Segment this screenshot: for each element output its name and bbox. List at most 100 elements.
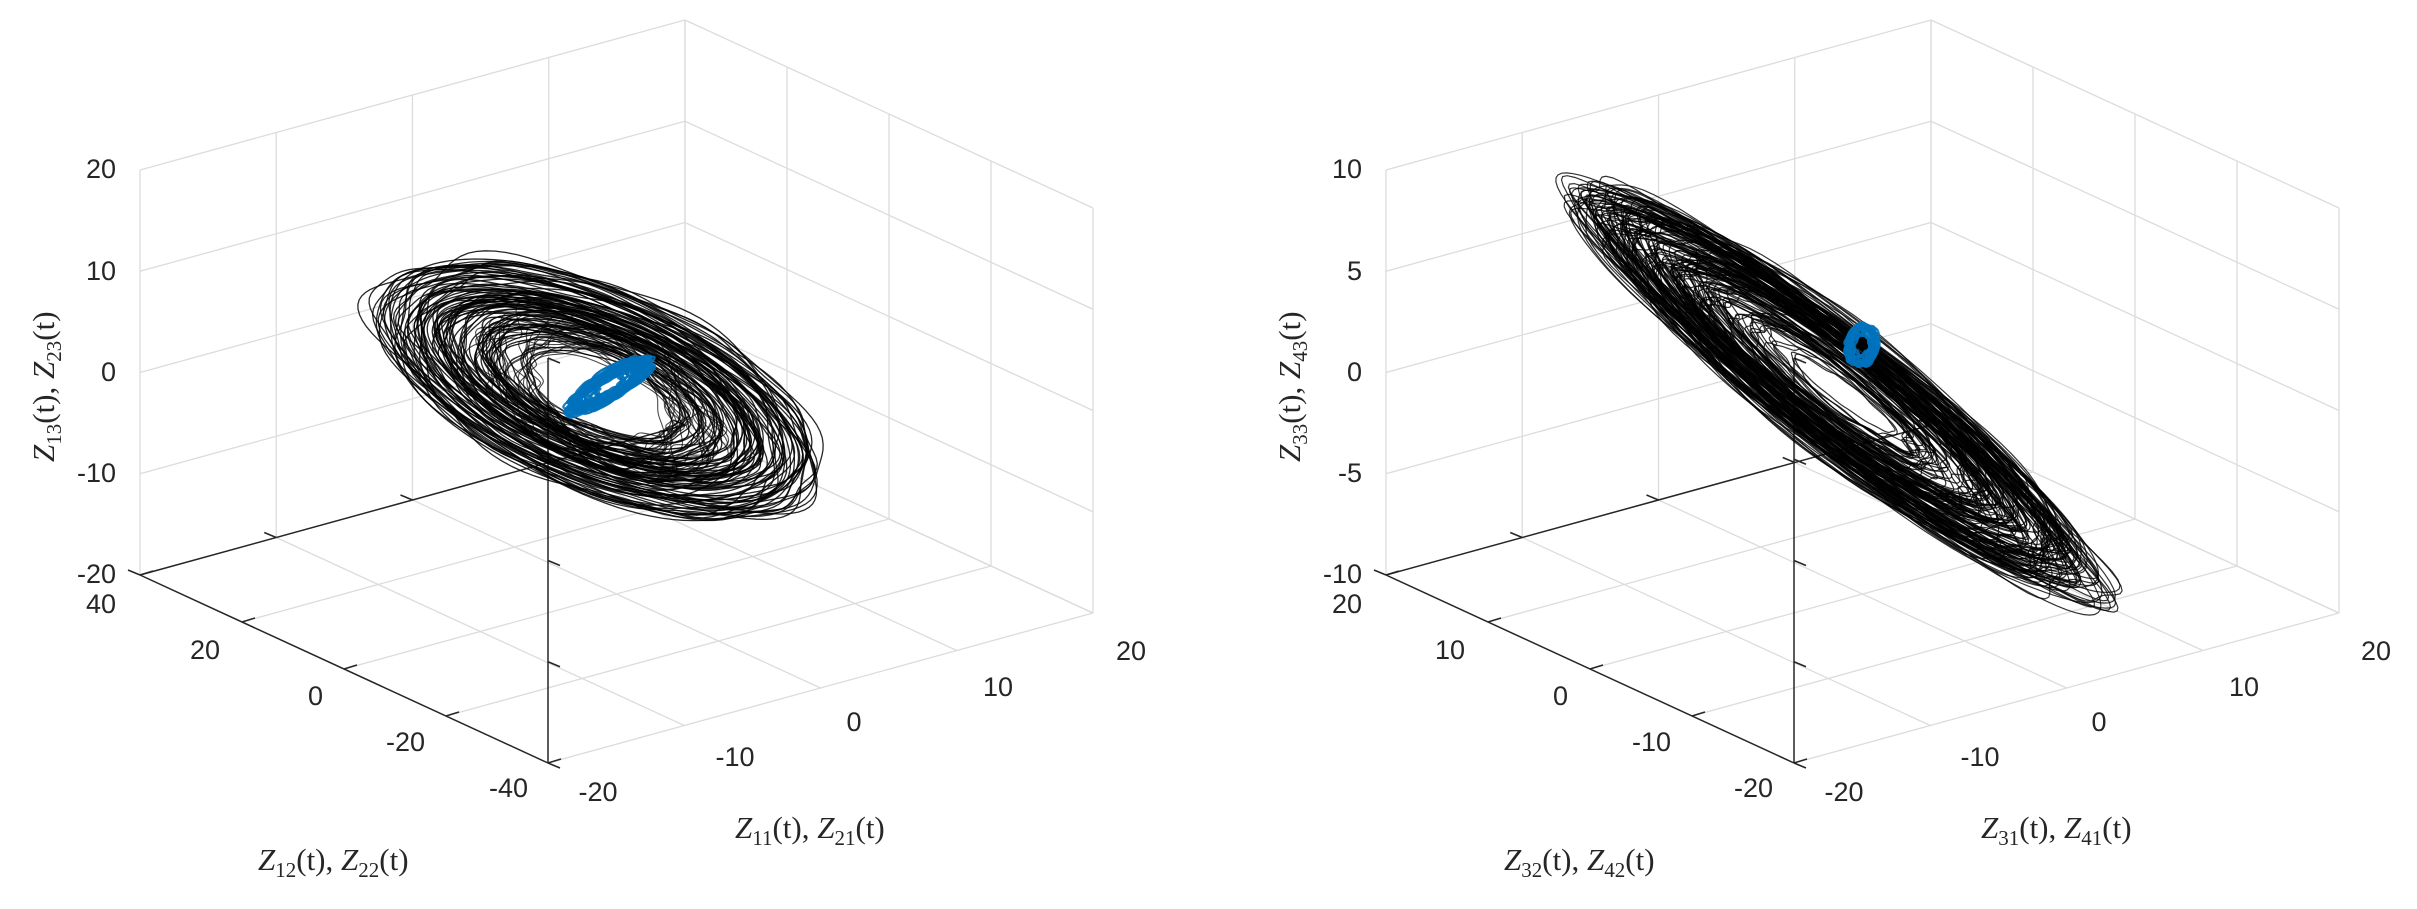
left-y-tick-mark	[139, 570, 154, 576]
left-inner-trajectory	[562, 354, 657, 419]
left-y-tick-mark	[343, 664, 358, 670]
right-y-tick-label: -20	[1734, 773, 1773, 803]
right-trajectory-loop	[1608, 205, 2072, 570]
left-z-tick-label: -10	[77, 458, 116, 488]
left-trajectory-loop	[375, 266, 816, 509]
left-floor-gridline	[241, 471, 788, 623]
right-inner-trajectory	[1843, 321, 1881, 368]
left-x-tick-label: -20	[578, 777, 617, 807]
left-x-tick-label: 10	[983, 672, 1013, 702]
left-z-tick-label: 0	[101, 357, 116, 387]
left-trajectory-loop	[474, 325, 711, 478]
right-trajectory-loop	[1764, 327, 1914, 457]
left-x-tick-label: 0	[846, 707, 861, 737]
right-sidewall-gridline	[1930, 19, 2340, 209]
left-axes	[127, 357, 686, 769]
left-trajectory-loop	[406, 274, 804, 512]
left-trajectory-loop	[389, 258, 796, 516]
right-trajectory-loop	[1707, 288, 1982, 506]
right-backwall-gridline	[1385, 120, 1932, 272]
left-trajectory-loop	[383, 269, 792, 505]
left-trajectory-loop	[404, 278, 784, 501]
right-x-tick-label: -10	[1960, 742, 1999, 772]
left-trajectory-loop	[436, 296, 761, 477]
right-sidewall-gridline	[1930, 120, 2340, 310]
left-floor-gridline	[343, 518, 890, 670]
left-backwall-gridline	[139, 120, 686, 272]
right-z-axis-label: Z33(t), Z43(t)	[1272, 311, 1312, 462]
left-z-axis-label: Z13(t), Z23(t)	[26, 311, 66, 462]
right-trajectory-loop	[1706, 290, 1951, 472]
left-floor-gridline	[548, 461, 958, 652]
right-x-tick-mark	[1373, 569, 1387, 576]
left-z-tick-mark	[547, 357, 561, 364]
left-y-tick-label: 0	[308, 681, 323, 711]
right-y-tick-mark	[1487, 617, 1502, 623]
right-y-tick-mark	[1589, 664, 1604, 670]
right-y-tick-label: -10	[1632, 727, 1671, 757]
right-z-tick-label: -5	[1338, 458, 1362, 488]
right-trajectory-loop	[1691, 265, 2015, 519]
left-x-axis-label: Z11(t), Z21(t)	[735, 810, 885, 850]
right-z-tick-label: 0	[1347, 357, 1362, 387]
right-x-tick-label: 20	[2361, 636, 2391, 666]
left-y-axis-label: Z12(t), Z22(t)	[258, 842, 409, 882]
right-z-tick-label: 5	[1347, 256, 1362, 286]
left-z-tick-mark	[547, 661, 561, 668]
left-inner-trajectory-loop	[596, 371, 625, 397]
right-z-tick-mark	[1793, 559, 1807, 567]
right-x-axis-label: Z31(t), Z41(t)	[1981, 810, 2132, 850]
left-z-tick-label: 10	[86, 256, 116, 286]
right-x-tick-mark	[1646, 494, 1659, 501]
left-sidewall-gridline	[684, 221, 1094, 412]
right-trajectory-loop	[1568, 184, 2082, 587]
right-x-tick-label: -20	[1824, 777, 1863, 807]
left-trajectory-loop	[460, 305, 738, 478]
right-trajectory-loop	[1662, 243, 2012, 521]
right-trajectory-loop	[1686, 263, 1989, 503]
left-z-tick-mark	[547, 559, 561, 567]
right-attractor-trajectory	[1555, 172, 2123, 616]
right-z-tick-mark	[1793, 661, 1807, 668]
left-backwall-gridline	[139, 19, 686, 171]
left-y-tick-label: -40	[489, 773, 528, 803]
right-trajectory-loop	[1771, 340, 1921, 458]
right-y-tick-mark	[1793, 758, 1808, 764]
left-y-tick-mark	[445, 711, 460, 717]
right-y-tick-label: 10	[1435, 635, 1465, 665]
right-x-tick-mark	[1509, 531, 1523, 539]
right-inner-trajectory-loop	[1844, 323, 1879, 368]
left-backwall-gridline	[139, 221, 686, 374]
right-x-tick-label: 0	[2091, 707, 2106, 737]
left-y-tick-label: 20	[190, 635, 220, 665]
left-inner-trajectory-loop	[564, 355, 656, 415]
right-trajectory-loop	[1698, 281, 1985, 507]
left-3d-plot: 20 10 0 -10 -20 40 20 0 -20 -40 -20 -10 …	[26, 19, 1146, 882]
left-trajectory-loop	[482, 316, 735, 483]
left-x-tick-label: 20	[1116, 636, 1146, 666]
left-sidewall-gridline	[684, 120, 1094, 310]
left-sidewall-gridline	[684, 19, 1094, 209]
right-y-tick-mark	[1385, 570, 1400, 576]
left-trajectory-loop	[475, 319, 728, 469]
left-y-tick-mark	[547, 758, 562, 764]
right-x-tick-mark	[1782, 456, 1796, 464]
left-trajectory-loop	[419, 280, 776, 506]
left-trajectory-loop	[507, 328, 689, 456]
left-trajectory-loop	[416, 288, 783, 497]
right-z-tick-label: 10	[1332, 154, 1362, 184]
right-trajectory-loop	[1713, 283, 1947, 488]
right-x-tick-label: 10	[2229, 672, 2259, 702]
left-inner-trajectory-loop	[579, 368, 638, 404]
left-y-tick-mark	[241, 617, 256, 623]
left-trajectory-loop	[522, 338, 678, 451]
left-trajectory-loop	[518, 340, 692, 453]
left-y-tick-label: -20	[386, 727, 425, 757]
right-y-tick-label: 0	[1553, 681, 1568, 711]
left-attractor-trajectory	[357, 250, 824, 522]
left-trajectory-loop	[481, 316, 719, 471]
left-z-tick-label: -20	[77, 559, 116, 589]
right-backwall-gridline	[1385, 19, 1932, 171]
left-trajectory-loop	[448, 297, 764, 485]
